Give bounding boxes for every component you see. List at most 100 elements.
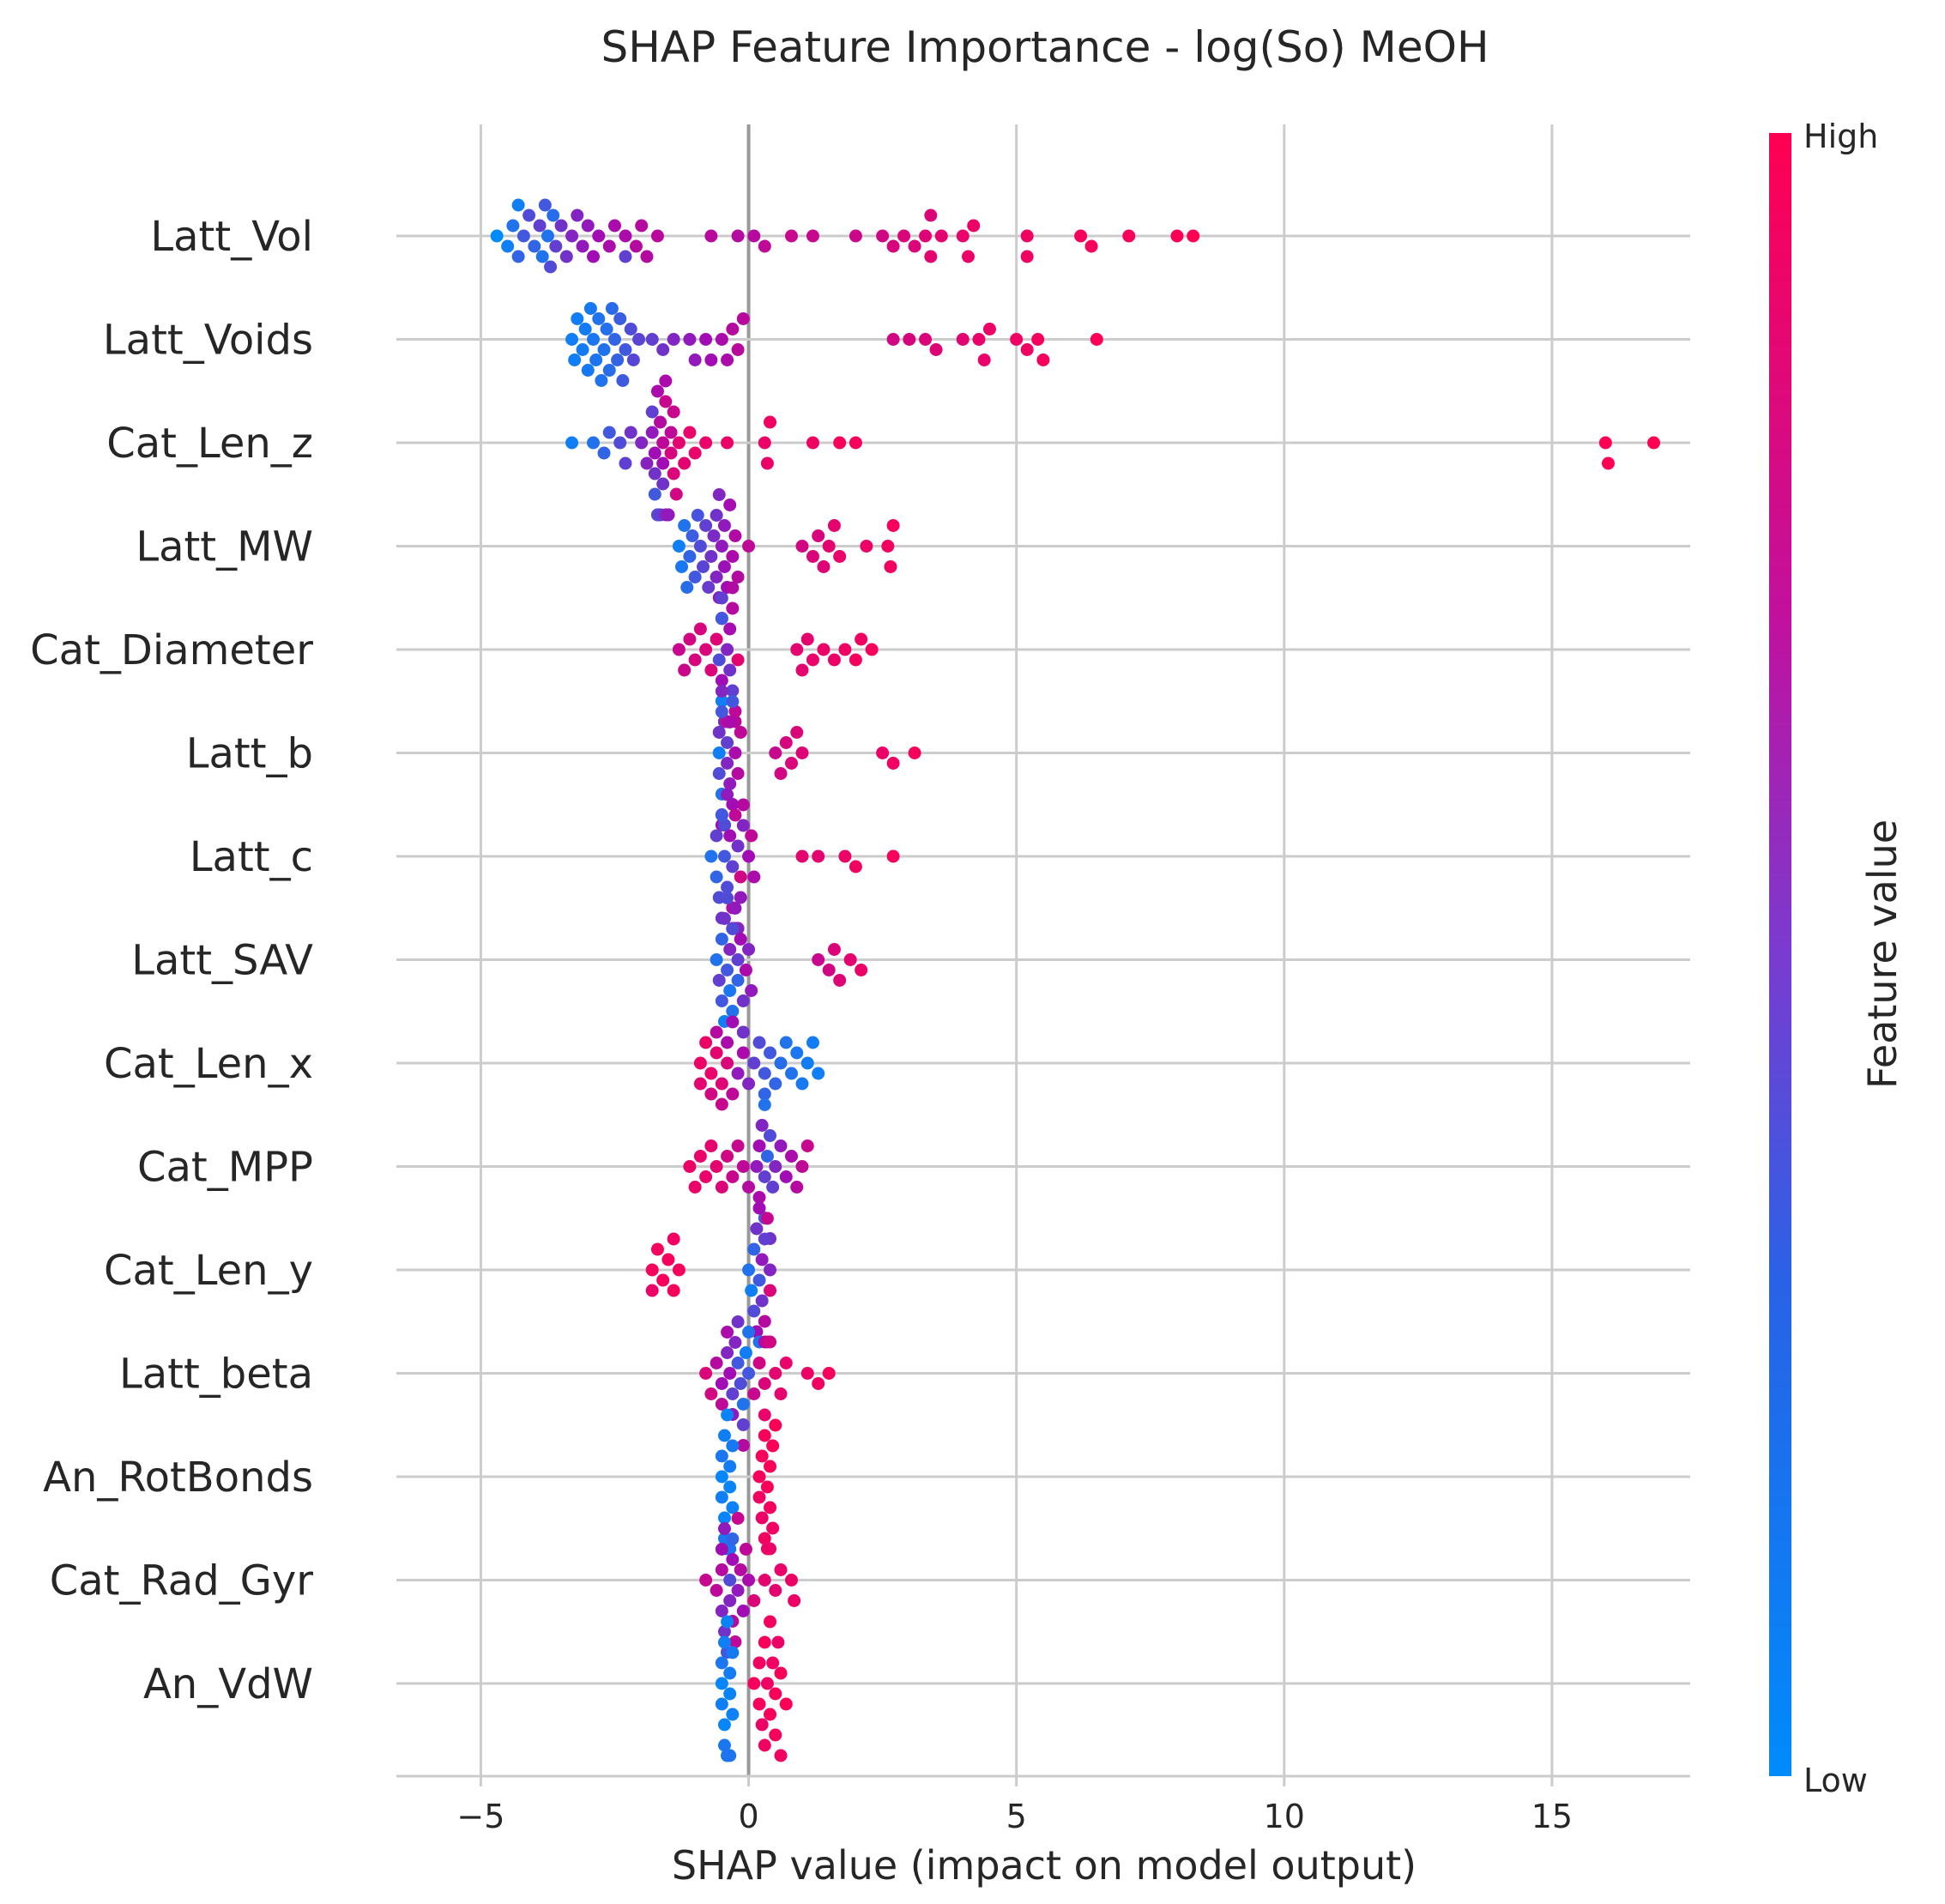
shap-point (583, 302, 597, 315)
shap-point (764, 1615, 777, 1629)
shap-point (764, 1046, 777, 1060)
shap-point (755, 1511, 769, 1525)
shap-point (581, 364, 595, 377)
shap-point (1601, 456, 1615, 470)
shap-point (715, 333, 728, 346)
shap-point (771, 1635, 785, 1649)
shap-point (723, 1480, 737, 1494)
shap-point (795, 540, 809, 553)
shap-point (678, 663, 692, 677)
shap-point (774, 767, 788, 780)
colorbar-high-label: High (1803, 118, 1878, 155)
shap-point (774, 1056, 788, 1070)
shap-point (790, 643, 804, 656)
shap-point (578, 323, 592, 335)
shap-point (726, 1005, 740, 1018)
shap-point (886, 849, 900, 863)
shap-point (715, 1563, 728, 1576)
shap-point (827, 943, 841, 956)
shap-point (779, 1357, 793, 1369)
shap-point (731, 1067, 745, 1080)
shap-point (736, 1418, 750, 1431)
shap-point (721, 1036, 734, 1049)
shap-point (686, 529, 699, 542)
shap-point (717, 849, 731, 863)
shap-point (764, 1263, 777, 1277)
shap-point (595, 374, 608, 387)
shap-point (758, 1067, 771, 1080)
x-axis-label: SHAP value (impact on model output) (672, 1842, 1416, 1889)
shap-point (559, 250, 573, 263)
shap-point (648, 487, 661, 501)
shap-point (764, 1542, 777, 1556)
shap-point (592, 229, 606, 243)
shap-point (747, 229, 761, 243)
feature-label: Cat_Len_y (104, 1247, 313, 1295)
shap-point (726, 1553, 740, 1566)
shap-point (795, 746, 809, 759)
shap-point (897, 229, 911, 243)
shap-point (721, 964, 734, 976)
shap-point (784, 1150, 798, 1163)
shap-point (723, 1666, 737, 1680)
shap-point (721, 736, 734, 749)
shap-point (956, 333, 969, 346)
shap-point (764, 1460, 777, 1473)
shap-point (656, 477, 670, 491)
shap-point (731, 1584, 745, 1597)
shap-point (800, 1367, 814, 1380)
shap-point (717, 819, 731, 831)
shap-point (715, 1077, 728, 1091)
shap-point (779, 1036, 793, 1049)
shap-point (876, 229, 890, 243)
shap-point (712, 726, 726, 739)
shap-point (565, 229, 579, 243)
shap-point (833, 436, 847, 450)
shap-point (967, 219, 981, 233)
shap-point (860, 540, 873, 553)
shap-point (881, 540, 895, 553)
shap-point (736, 1025, 750, 1039)
shap-point (734, 1563, 747, 1576)
shap-point (699, 1036, 713, 1049)
shap-point (790, 726, 804, 739)
shap-point (693, 540, 707, 553)
shap-point (827, 519, 841, 532)
shap-point (977, 354, 991, 366)
shap-point (721, 1346, 734, 1359)
shap-point (723, 943, 737, 956)
shap-point (541, 229, 554, 243)
shap-point (736, 312, 750, 325)
shap-point (568, 354, 582, 366)
shap-point (795, 1077, 809, 1091)
shap-point (501, 239, 515, 253)
shap-point (812, 1067, 825, 1080)
shap-point (704, 1087, 718, 1101)
shap-point (688, 1181, 702, 1194)
x-tick-label: −5 (456, 1798, 504, 1835)
shap-point (664, 426, 678, 439)
shap-point (699, 1574, 713, 1587)
shap-point (726, 323, 740, 335)
shap-point (715, 1490, 728, 1504)
shap-point (717, 519, 731, 532)
shap-point (736, 1160, 750, 1173)
shap-point (726, 1532, 740, 1545)
shap-point (659, 374, 673, 388)
shap-point (635, 436, 649, 450)
shap-point (712, 488, 726, 501)
shap-point (752, 1273, 766, 1287)
shap-point (726, 1170, 740, 1183)
shap-point (693, 1150, 707, 1163)
x-tick-label: 0 (738, 1798, 758, 1835)
shap-point (715, 808, 728, 822)
shap-point (865, 643, 879, 656)
shap-point (549, 239, 563, 253)
shap-point (731, 839, 745, 853)
shap-point (576, 239, 589, 253)
shap-point (721, 892, 734, 904)
shap-point (736, 1439, 750, 1452)
shap-point (742, 1574, 756, 1587)
shap-point (715, 1656, 728, 1670)
shap-point (535, 250, 549, 263)
